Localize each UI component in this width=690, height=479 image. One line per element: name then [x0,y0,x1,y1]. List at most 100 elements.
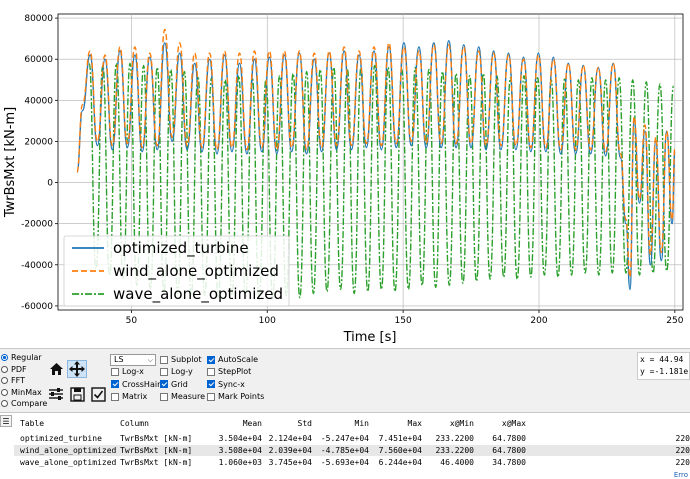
cursor-y-readout: y =-1.181e [640,367,689,376]
table-cell: 3.745e+04 [268,458,312,467]
control-panel: Regular PDF FFT MinMax Compare LS [0,348,690,413]
checkbox-measure[interactable]: Measure [160,391,205,402]
checkbox-mark-points[interactable]: Mark Points [207,391,264,402]
table-cell: TwrBsMxt [kN-m] [120,434,193,443]
checkbox-box[interactable] [111,367,119,376]
table-header-row: Table Column Mean Std Min Max x@Min x@Max [14,418,690,429]
checkbox-box[interactable] [160,367,168,376]
checkbox-stepplot[interactable]: StepPlot [207,366,251,377]
y-tick-label: 40000 [24,96,53,106]
checkbox-log-x[interactable]: Log-x [111,366,144,377]
menu-icon: ☰ [2,416,10,426]
checkbox-box[interactable] [111,380,119,388]
table-header-cell: Min [354,419,369,428]
radio-minmax[interactable]: MinMax [1,387,42,398]
table-header-cell: x@Min [449,419,474,428]
y-tick-label: 60000 [24,55,53,65]
plot-area[interactable]: 50 100 150 200 250 -60000 -40000 -20000 0 20000 40… [0,0,690,348]
y-axis-label: TwrBsMxt [kN-m] [3,107,18,218]
ls-dropdown[interactable]: LS ⌵ [110,354,156,366]
table-row[interactable]: wind_alone_optimized TwrBsMxt [kN-m] 3.508… [14,445,690,456]
series-line-wave_alone_optimized [88,62,675,301]
table-cell: 220 [675,446,690,455]
table-menu-button[interactable]: ☰ [0,415,12,427]
radio-fft[interactable]: FFT [1,375,25,386]
apply-check-button[interactable] [88,385,108,403]
checkbox-crosshair[interactable]: CrossHair [111,379,160,390]
radio-label: MinMax [11,387,42,397]
table-header-cell: Column [120,419,149,428]
table-cell: 64.7800 [492,446,526,455]
cursor-coordinates: x = 44.94 y =-1.181e [637,352,690,380]
radio-dot[interactable] [1,400,8,407]
legend-label: optimized_turbine [113,239,249,258]
checkbox-box[interactable] [160,380,168,388]
table-cell: 3.504e+04 [218,434,262,443]
table-cell: 46.4000 [440,458,474,467]
checkbox-grid[interactable]: Grid [160,379,188,390]
ticks: 50 100 150 200 250 -60000 -40000 -20000 0 20000 40… [21,14,684,326]
checkbox-box[interactable] [207,380,215,388]
checkbox-box[interactable] [160,392,168,401]
error-link[interactable]: Erro [673,471,688,479]
table-cell: TwrBsMxt [kN-m] [120,446,193,455]
radio-dot[interactable] [1,354,8,361]
radio-compare[interactable]: Compare [1,398,47,409]
cursor-x-readout: x = 44.94 [640,355,684,364]
checkbox-label: Log-y [171,367,193,376]
x-tick-label: 150 [395,316,412,326]
sliders-icon [49,388,63,400]
y-tick-label: -40000 [21,261,53,271]
checkbox-sync-x[interactable]: Sync-x [207,379,245,390]
table-header-cell: Table [20,419,45,428]
radio-dot[interactable] [1,388,8,396]
checkbox-label: CrossHair [122,379,161,389]
save-button[interactable] [67,385,87,403]
checkbox-box[interactable] [111,392,119,401]
table-cell: 233.2200 [435,446,474,455]
table-cell: 1.060e+03 [218,458,262,467]
checkbox-log-y[interactable]: Log-y [160,366,193,377]
table-cell: 3.508e+04 [218,446,262,455]
table-cell: 220 [675,458,690,467]
table-cell: wave_alone_optimized [20,458,117,467]
table-cell: 220 [675,434,690,443]
checkbox-box[interactable] [207,392,215,401]
y-tick-label: -60000 [21,302,53,312]
table-cell: TwrBsMxt [kN-m] [120,458,193,467]
x-tick-label: 200 [530,316,547,326]
autoscale-checkbox-box[interactable] [207,355,215,364]
checkbox-matrix[interactable]: Matrix [111,391,147,402]
checkbox-label: Grid [171,379,188,389]
radio-regular[interactable]: Regular [1,352,42,363]
table-header-cell: Std [297,419,312,428]
time-series-chart[interactable]: 50 100 150 200 250 -60000 -40000 -20000 0 20000 40… [0,0,690,348]
subplot-checkbox-box[interactable] [160,355,168,364]
checkbox-box[interactable] [207,367,215,376]
y-tick-label: 80000 [24,14,53,24]
table-cell: 7.560e+04 [378,446,422,455]
autoscale-label: AutoScale [218,355,259,364]
y-tick-label: 0 [47,179,53,189]
table-row[interactable]: optimized_turbine TwrBsMxt [kN-m] 3.504e+0… [14,433,690,444]
ls-selected-value: LS [114,355,124,364]
table-cell: 64.7800 [492,434,526,443]
legend-box [63,235,290,307]
subplot-checkbox[interactable]: Subplot [160,354,202,365]
table-cell: optimized_turbine [20,434,102,443]
table-header-cell: Mean [242,419,262,428]
radio-dot[interactable] [1,365,8,373]
radio-dot[interactable] [1,377,8,384]
autoscale-checkbox[interactable]: AutoScale [207,354,258,365]
pan-button[interactable] [67,360,87,378]
legend-label: wave_alone_optimized [113,285,283,304]
statistics-table: ☰ Table Column Mean Std Min Max x@Min x@Max opti… [0,412,690,479]
checkbox-label: Log-x [122,367,144,376]
radio-pdf[interactable]: PDF [1,364,27,375]
table-row[interactable]: wave_alone_optimized TwrBsMxt [kN-m] 1.060… [14,457,690,468]
subplot-config-button[interactable] [46,385,66,403]
home-button[interactable] [46,360,66,378]
table-cell: 34.7800 [492,458,526,467]
table-cell: -4.785e+04 [320,446,369,455]
radio-label: FFT [11,376,25,385]
